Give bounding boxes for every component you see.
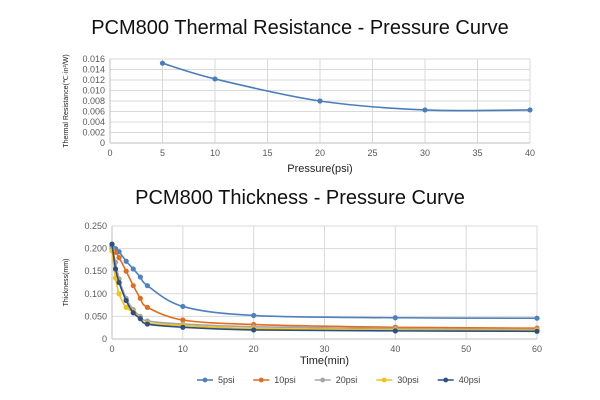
chart2-data-point [145,305,150,310]
chart2-data-point [393,328,398,333]
chart2-data-point [251,327,256,332]
chart2-data-point [131,310,136,315]
chart2-data-point [145,283,150,288]
chart2-legend-marker [259,378,264,383]
chart2-y-axis-label: Thickness(mm) [63,259,70,307]
chart2-data-point [124,269,129,274]
chart2-x-tick-label: 40 [390,344,400,354]
chart2-x-tick-label: 60 [532,344,542,354]
chart2-y-tick-label: 0 [102,334,107,344]
chart2-data-point [116,280,121,285]
chart2-data-point [131,283,136,288]
chart2-x-axis-label: Time(min) [300,355,349,367]
chart2-legend-label: 10psi [274,375,296,385]
chart2-legend-marker [443,378,448,383]
thickness-chart: 0 0.050 0.100 0.150 0.200 0.250 0 10 20 30 40 50 60 T… [0,0,600,400]
chart2-data-point [124,298,129,303]
chart2-y-tick-label: 0.150 [84,266,107,276]
chart2-legend-marker [320,378,325,383]
chart2-data-point [180,304,185,309]
chart2-y-tick-label: 0.250 [84,221,107,231]
chart2-legend-marker [203,378,208,383]
chart2-data-point [138,316,143,321]
chart2-data-point [116,291,121,296]
chart2-data-point [113,266,118,271]
chart2-data-point [534,316,539,321]
chart2-data-point [145,321,150,326]
chart2-data-point [393,315,398,320]
chart2-data-point [251,313,256,318]
chart2-data-point [138,296,143,301]
chart2-data-point [138,274,143,279]
chart2-x-tick-label: 50 [461,344,471,354]
chart2-legend-label: 40psi [459,375,481,385]
chart2-y-tick-label: 0.200 [84,244,107,254]
chart2-legend-marker [382,378,387,383]
chart2-x-tick-label: 0 [109,344,114,354]
chart2-data-point [109,241,114,246]
chart2-y-tick-label: 0.100 [84,289,107,299]
chart2-x-tick-label: 30 [319,344,329,354]
chart2-data-point [116,255,121,260]
chart2-legend-label: 30psi [397,375,419,385]
chart2-x-tick-label: 10 [178,344,188,354]
chart2-x-tick-label: 20 [249,344,259,354]
chart2-data-point [124,259,129,264]
chart2-legend-label: 5psi [218,375,235,385]
chart2-data-point [534,329,539,334]
chart2-data-point [131,266,136,271]
chart2-legend-label: 20psi [336,375,358,385]
chart2-data-point [180,325,185,330]
chart2-y-tick-label: 0.050 [84,311,107,321]
